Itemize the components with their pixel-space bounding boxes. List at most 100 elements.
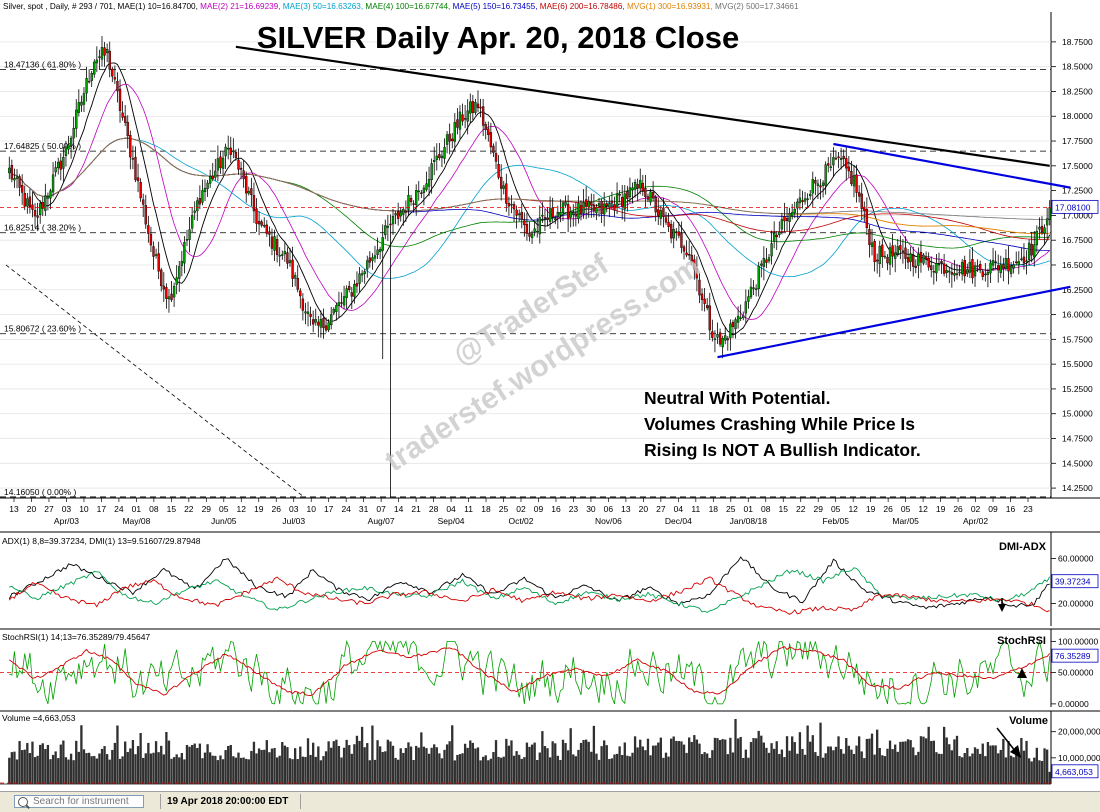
candle-body — [1025, 260, 1028, 262]
candle-body — [121, 112, 124, 118]
volume-bar — [827, 746, 830, 784]
volume-bar — [932, 740, 935, 784]
candle-body — [556, 211, 560, 217]
candle-body — [662, 207, 665, 217]
volume-bar — [345, 739, 348, 784]
volume-bar — [1027, 758, 1031, 784]
candle-body — [904, 247, 907, 259]
candle-body — [690, 254, 693, 263]
volume-bar — [922, 736, 925, 784]
candle-body — [232, 150, 235, 153]
candle-body — [523, 220, 526, 226]
volume-bar — [245, 758, 248, 784]
volume-bar — [623, 742, 626, 784]
candle-body — [971, 259, 974, 279]
volume-bar — [927, 726, 930, 784]
time-tick-label: 29 — [813, 504, 823, 514]
indicator-header-item: MVG(1) 300=16.93931, — [627, 2, 715, 11]
candle-body — [116, 80, 119, 92]
candle-body — [906, 257, 910, 263]
candle-body — [20, 184, 24, 193]
candle-body — [930, 265, 933, 270]
volume-bar — [355, 735, 359, 784]
volume-bar — [384, 751, 387, 784]
volume-bar — [21, 750, 24, 784]
candle-body — [901, 250, 905, 253]
candle-body — [170, 293, 173, 301]
volume-bar — [160, 745, 163, 784]
volume-bar — [59, 744, 62, 784]
volume-bar — [564, 743, 567, 784]
candle-body — [67, 144, 70, 150]
candle-body — [834, 157, 838, 160]
candle-body — [453, 122, 456, 142]
status-datetime: 19 Apr 2018 20:00:00 EDT — [167, 796, 289, 807]
volume-bar — [178, 757, 181, 784]
candle-body — [105, 49, 109, 54]
volume-bar — [412, 760, 415, 784]
time-tick-label: 26 — [953, 504, 963, 514]
indicator-header-item: MVG(2) 500=17.34661 — [715, 2, 799, 11]
candle-body — [772, 233, 776, 242]
time-tick-label: 30 — [586, 504, 596, 514]
volume-bar — [633, 736, 637, 784]
time-tick-label: 03 — [62, 504, 72, 514]
candle-body — [422, 187, 426, 193]
candle-body — [15, 176, 19, 179]
candle-body — [224, 146, 227, 157]
volume-bar — [471, 742, 475, 784]
volume-bar — [894, 744, 897, 784]
candle-body — [332, 309, 335, 314]
candle-body — [953, 272, 956, 276]
candle-body — [263, 224, 266, 227]
volume-bar — [881, 755, 884, 784]
candle-body — [724, 335, 727, 341]
time-tick-label: 18 — [709, 504, 719, 514]
status-divider — [300, 794, 301, 809]
price-tick-label: 14.7500 — [1062, 434, 1093, 444]
volume-bar — [399, 748, 402, 784]
volume-bar — [749, 742, 753, 784]
candle-body — [208, 175, 212, 184]
candle-body — [353, 284, 356, 297]
candle-body — [185, 239, 189, 241]
volume-bar — [497, 756, 500, 784]
candle-body — [203, 188, 207, 193]
volume-bar — [984, 756, 987, 784]
volume-bar — [154, 741, 158, 784]
dmi-value-box — [1051, 574, 1099, 589]
volume-bar — [72, 760, 75, 784]
stochrsi-panel: 0.00000 50.00000 100.00000 StochRSI(1) 14;1… — [0, 628, 1100, 709]
month-label: Jul/03 — [282, 516, 305, 526]
candle-body — [296, 277, 299, 290]
candle-body — [448, 133, 451, 142]
chart-title: SILVER Daily Apr. 20, 2018 Close — [257, 20, 739, 55]
volume-bar — [721, 739, 724, 784]
volume-bar — [736, 738, 740, 784]
candle-body — [69, 137, 73, 146]
volume-bar — [198, 743, 202, 784]
volume-bar — [479, 760, 482, 784]
candle-body — [196, 200, 199, 212]
volume-bar — [36, 755, 39, 784]
candle-body — [566, 203, 570, 219]
volume-bar — [353, 744, 356, 784]
volume-bar — [1035, 747, 1038, 784]
volume-bar — [760, 735, 763, 784]
volume-bar — [747, 757, 750, 784]
volume-bar — [626, 755, 629, 784]
fib-level-label: 14.16050 ( 0.00% ) — [4, 487, 76, 497]
candle-body — [700, 293, 704, 300]
volume-bar — [839, 749, 843, 784]
volume-bar — [221, 759, 225, 784]
candle-body — [229, 147, 232, 155]
candle-body — [654, 196, 657, 213]
candle-body — [837, 156, 840, 158]
search-input[interactable]: Search for instrument — [14, 795, 144, 808]
volume-bar — [595, 753, 598, 784]
candle-body — [680, 232, 683, 248]
volume-bar — [492, 751, 495, 784]
volume-bar — [8, 757, 11, 784]
volume-bar — [167, 740, 171, 784]
volume-label: Volume — [1009, 715, 1048, 727]
